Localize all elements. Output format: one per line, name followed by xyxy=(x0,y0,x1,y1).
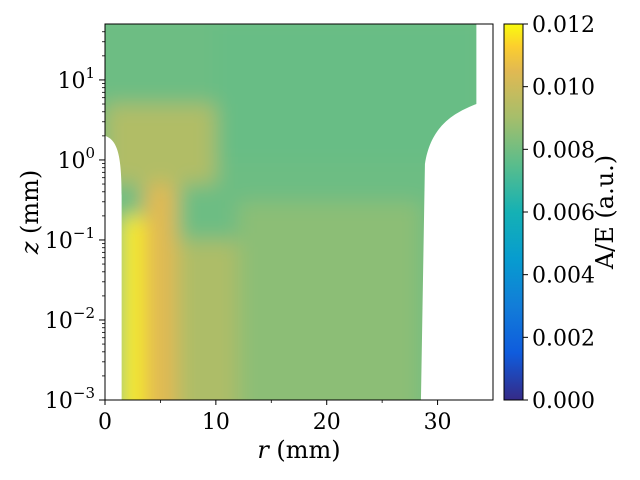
x-axis-label-unit: (mm) xyxy=(269,436,341,464)
colorbar-ticks: 0.000 0.002 0.004 0.006 0.008 0.010 0.012 xyxy=(523,13,595,414)
colorbar-label: A/E (a.u.) xyxy=(591,155,619,270)
y-axis-label-unit: (mm) xyxy=(16,170,44,242)
y-axis-label: z (mm) xyxy=(16,170,44,256)
heatmap-region xyxy=(121,215,144,400)
y-tick-label: 10−3 xyxy=(45,384,95,414)
plot-frame xyxy=(104,23,494,401)
colorbar-tick-label: 0.008 xyxy=(532,138,595,163)
x-axis-label: r (mm) xyxy=(257,436,340,464)
heatmap-region xyxy=(105,104,216,185)
colorbar-tick-label: 0.004 xyxy=(532,264,595,289)
heatmap-region xyxy=(215,24,477,160)
colorbar-tick-label: 0.002 xyxy=(532,326,595,351)
y-tick-label: 100 xyxy=(57,144,95,174)
x-tick-label: 0 xyxy=(98,410,112,435)
y-tick-label: 10−1 xyxy=(45,224,95,254)
y-tick-label: 10−2 xyxy=(45,304,95,334)
colorbar-bar xyxy=(503,23,524,401)
colorbar-tick-label: 0.012 xyxy=(532,13,595,38)
colorbar-tick-label: 0.000 xyxy=(532,389,595,414)
y-axis-label-var: z xyxy=(16,241,44,255)
heatmap xyxy=(105,24,477,400)
y-tick-label: 101 xyxy=(57,64,95,94)
x-tick-label: 30 xyxy=(424,410,452,435)
x-axis-label-var: r xyxy=(257,436,270,464)
x-tick-label: 10 xyxy=(202,410,230,435)
heatmap-field xyxy=(105,24,477,400)
colorbar: 0.000 0.002 0.004 0.006 0.008 0.010 0.012 A/E … xyxy=(503,13,619,414)
heatmap-region xyxy=(238,201,421,400)
heatmap-region xyxy=(177,239,239,400)
x-tick-label: 20 xyxy=(313,410,341,435)
y-axis: 10−3 10−2 10−1 100 101 xyxy=(45,31,105,414)
x-axis: 0 10 20 30 xyxy=(98,400,452,435)
heatmap-region xyxy=(143,184,178,400)
colorbar-tick-label: 0.010 xyxy=(532,76,595,101)
colorbar-tick-label: 0.006 xyxy=(532,201,595,226)
